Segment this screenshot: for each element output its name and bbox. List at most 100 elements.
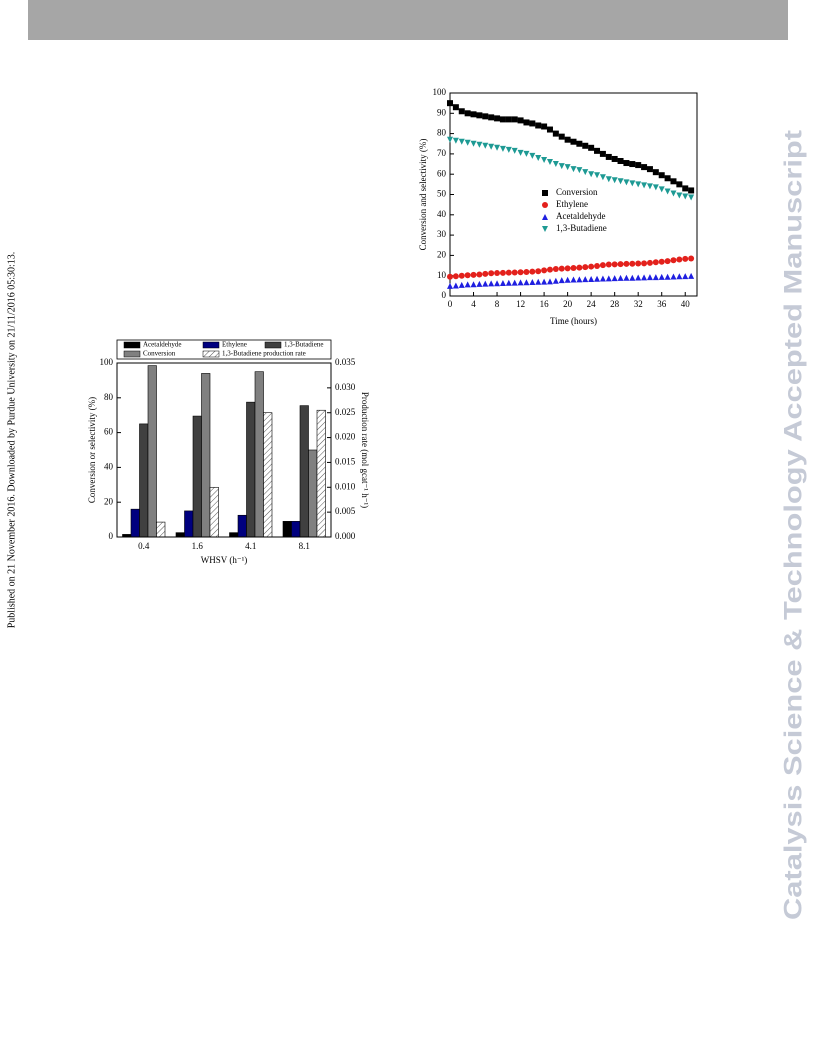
marker <box>646 166 653 173</box>
y2-tick-label: 0.035 <box>335 357 356 367</box>
header-bar <box>28 0 788 40</box>
marker <box>447 282 453 289</box>
marker <box>552 277 559 284</box>
marker <box>476 280 483 287</box>
marker <box>476 141 483 148</box>
marker <box>535 122 542 129</box>
marker <box>688 255 695 262</box>
marker <box>476 112 483 119</box>
bar <box>175 532 185 538</box>
legend-label: Acetaldehyde <box>556 211 605 221</box>
marker <box>535 154 542 161</box>
x-tick-label: 4 <box>471 299 476 309</box>
marker <box>558 163 565 170</box>
sidebar-text: Published on 21 November 2016. Downloade… <box>6 252 17 629</box>
marker <box>670 190 677 197</box>
y-axis-label: Conversion and selectivity (%) <box>418 139 428 251</box>
marker <box>611 155 618 162</box>
marker <box>676 256 683 263</box>
x-tick-label: 32 <box>634 299 643 309</box>
x-tick-label: 8 <box>495 299 500 309</box>
marker <box>658 186 665 193</box>
marker <box>588 275 595 282</box>
marker <box>482 270 489 277</box>
marker <box>511 116 518 123</box>
marker <box>564 265 571 272</box>
bar <box>299 405 309 538</box>
marker <box>652 184 659 191</box>
legend-swatch <box>264 341 282 349</box>
marker <box>505 269 512 276</box>
x-tick-label: 40 <box>681 299 691 309</box>
marker <box>529 152 536 159</box>
marker <box>688 187 695 194</box>
marker <box>470 140 477 147</box>
x-tick-label: 36 <box>657 299 667 309</box>
marker <box>670 178 677 185</box>
marker <box>576 140 583 147</box>
y-tick-label: 60 <box>437 168 447 178</box>
marker <box>558 277 565 284</box>
x-tick-label: 4.1 <box>245 541 256 551</box>
marker <box>605 153 612 160</box>
bar <box>263 412 273 538</box>
marker <box>464 281 471 288</box>
marker <box>670 257 677 264</box>
watermark: Catalysis Science & Technology Accepted … <box>780 129 808 920</box>
marker <box>682 193 689 200</box>
marker <box>576 264 583 271</box>
marker <box>552 161 559 168</box>
bar <box>308 449 318 538</box>
marker <box>688 272 695 279</box>
marker <box>629 274 636 281</box>
legend-label: 1,3-Butadiene <box>556 223 607 233</box>
marker <box>511 147 518 154</box>
bar <box>147 365 157 538</box>
marker <box>635 260 642 267</box>
legend-swatch <box>202 341 220 349</box>
marker <box>682 273 689 280</box>
x-tick-label: 20 <box>563 299 573 309</box>
y2-tick-label: 0.025 <box>335 407 356 417</box>
y-tick-label: 90 <box>437 107 447 117</box>
marker <box>517 269 524 276</box>
marker <box>664 175 671 182</box>
marker <box>447 273 453 280</box>
marker <box>605 176 612 183</box>
marker <box>582 276 589 283</box>
marker <box>605 275 612 282</box>
marker <box>623 260 630 267</box>
marker <box>670 273 677 280</box>
marker <box>588 171 595 178</box>
marker <box>594 262 601 269</box>
marker <box>523 150 530 157</box>
marker <box>541 123 548 130</box>
marker <box>617 261 624 268</box>
marker <box>664 188 671 195</box>
marker <box>499 116 506 123</box>
marker <box>494 270 501 277</box>
marker <box>658 258 665 265</box>
marker <box>517 117 524 124</box>
x-tick-label: 0 <box>448 299 453 309</box>
marker <box>652 259 659 266</box>
marker <box>529 268 536 275</box>
x-tick-label: 1.6 <box>192 541 204 551</box>
legend-marker <box>542 202 548 208</box>
bar <box>139 423 149 538</box>
legend-marker <box>542 190 548 196</box>
marker <box>676 181 683 188</box>
marker <box>641 260 648 267</box>
marker <box>588 144 595 151</box>
y-tick-label: 40 <box>104 461 114 471</box>
y-tick-label: 0 <box>109 531 114 541</box>
marker <box>458 108 465 115</box>
marker <box>447 136 453 143</box>
y2-tick-label: 0.020 <box>335 432 356 442</box>
marker <box>564 136 571 143</box>
y2-tick-label: 0.010 <box>335 481 356 491</box>
y-tick-label: 50 <box>437 189 447 199</box>
marker <box>646 274 653 281</box>
marker <box>664 273 671 280</box>
